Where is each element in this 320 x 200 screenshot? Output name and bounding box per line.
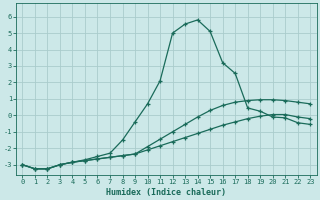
X-axis label: Humidex (Indice chaleur): Humidex (Indice chaleur): [106, 188, 226, 197]
